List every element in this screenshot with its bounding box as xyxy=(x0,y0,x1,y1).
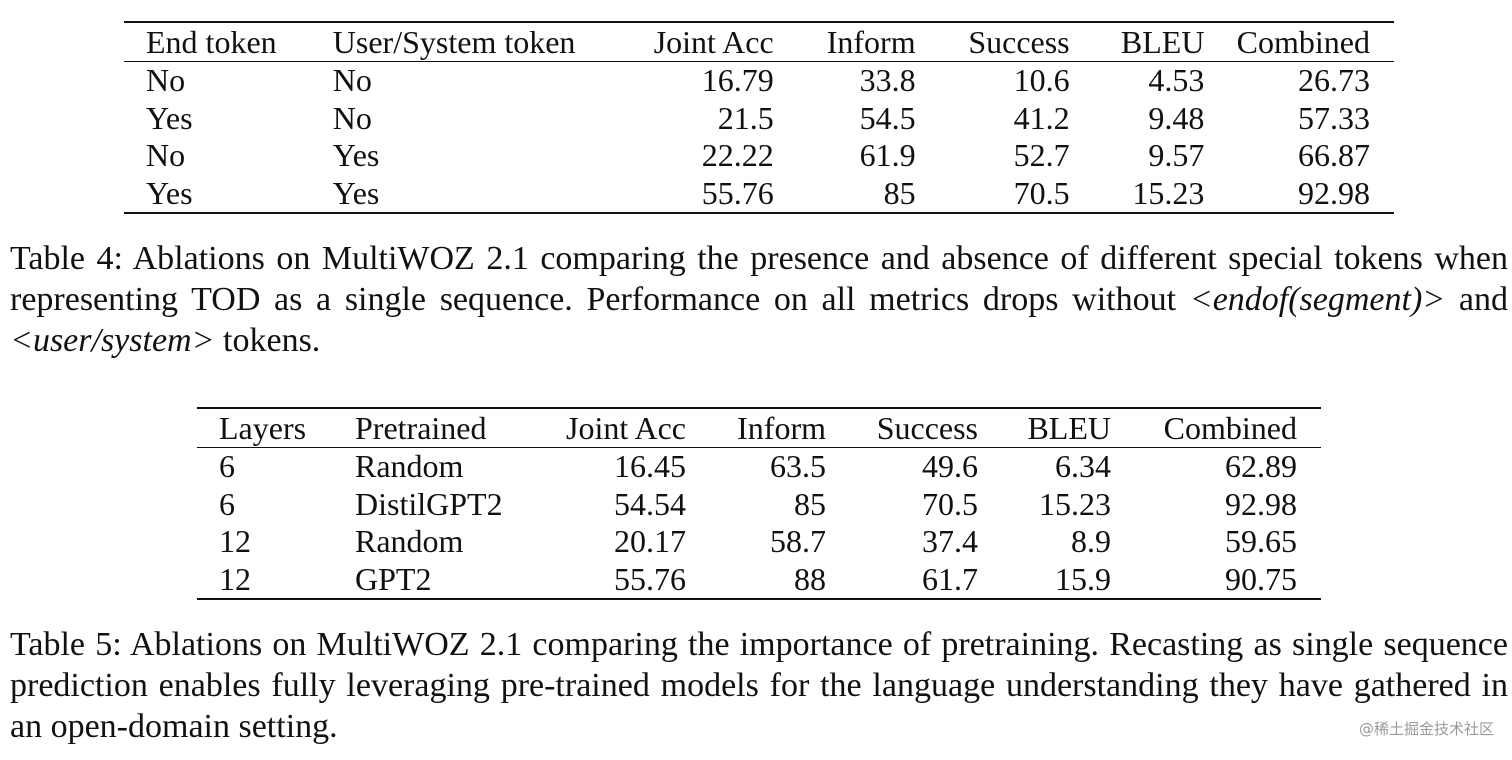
header-inform: Inform xyxy=(737,409,826,446)
user-system-token-name: <user/system> xyxy=(10,322,215,359)
header-pretrained: Pretrained xyxy=(355,409,487,446)
header-inform: Inform xyxy=(826,23,916,60)
cell-success: 49.6 xyxy=(922,448,978,485)
watermark: @稀土掘金技术社区 xyxy=(1358,720,1494,738)
table-5: Layers Pretrained Joint Acc Inform Succe… xyxy=(197,407,1321,600)
cell-inform: 54.5 xyxy=(859,99,916,136)
table-row: 6 Random 16.45 63.5 49.6 6.34 62.89 xyxy=(197,447,1321,485)
cell-success: 37.4 xyxy=(922,523,978,560)
header-success: Success xyxy=(968,23,1070,60)
table-5-caption: Table 5: Ablations on MultiWOZ 2.1 compa… xyxy=(10,626,1508,745)
cell-joint-acc: 16.45 xyxy=(614,448,686,485)
cell-combined: 66.87 xyxy=(1298,137,1370,174)
cell-layers: 12 xyxy=(219,523,251,560)
header-layers: Layers xyxy=(219,409,307,446)
table-row: Yes Yes 55.76 85 70.5 15.23 92.98 xyxy=(124,174,1394,213)
table-row: 12 GPT2 55.76 88 61.7 15.9 90.75 xyxy=(197,560,1321,599)
table-row: Yes No 21.5 54.5 41.2 9.48 57.33 xyxy=(124,99,1394,137)
caption-text: and xyxy=(1445,281,1509,318)
header-combined: Combined xyxy=(1163,409,1297,446)
cell-bleu: 9.48 xyxy=(1148,99,1205,136)
cell-combined: 92.98 xyxy=(1225,485,1297,522)
cell-pretrained: Random xyxy=(355,448,464,485)
cell-layers: 12 xyxy=(219,560,251,597)
cell-combined: 62.89 xyxy=(1225,448,1297,485)
cell-bleu: 4.53 xyxy=(1148,62,1205,99)
cell-inform: 88 xyxy=(794,560,826,597)
cell-combined: 59.65 xyxy=(1225,523,1297,560)
cell-combined: 90.75 xyxy=(1225,560,1297,597)
cell-bleu: 15.23 xyxy=(1132,174,1205,211)
cell-bleu: 15.23 xyxy=(1039,485,1111,522)
cell-user-system-token: Yes xyxy=(332,174,380,211)
cell-combined: 26.73 xyxy=(1298,62,1370,99)
header-success: Success xyxy=(876,409,978,446)
cell-success: 70.5 xyxy=(922,485,978,522)
cell-layers: 6 xyxy=(219,448,235,485)
cell-user-system-token: No xyxy=(332,62,372,99)
cell-end-token: No xyxy=(146,62,186,99)
cell-success: 41.2 xyxy=(1013,99,1070,136)
cell-user-system-token: Yes xyxy=(332,137,380,174)
header-bleu: BLEU xyxy=(1027,409,1111,446)
table-row: 12 Random 20.17 58.7 37.4 8.9 59.65 xyxy=(197,523,1321,561)
table-row: No Yes 22.22 61.9 52.7 9.57 66.87 xyxy=(124,137,1394,175)
header-joint-acc: Joint Acc xyxy=(653,23,774,60)
table-4-caption: Table 4: Ablations on MultiWOZ 2.1 compa… xyxy=(10,238,1508,361)
cell-combined: 92.98 xyxy=(1298,174,1370,211)
header-user-system-token: User/System token xyxy=(332,23,576,60)
cell-pretrained: DistilGPT2 xyxy=(355,485,503,522)
table-header-row: Layers Pretrained Joint Acc Inform Succe… xyxy=(197,408,1321,447)
cell-joint-acc: 55.76 xyxy=(614,560,686,597)
table-4: End token User/System token Joint Acc In… xyxy=(124,21,1394,214)
header-joint-acc: Joint Acc xyxy=(566,409,686,446)
cell-success: 61.7 xyxy=(922,560,978,597)
header-bleu: BLEU xyxy=(1120,23,1205,60)
cell-success: 10.6 xyxy=(1013,62,1070,99)
cell-joint-acc: 55.76 xyxy=(701,174,774,211)
cell-joint-acc: 20.17 xyxy=(614,523,686,560)
cell-pretrained: GPT2 xyxy=(355,560,432,597)
cell-inform: 63.5 xyxy=(770,448,826,485)
cell-success: 70.5 xyxy=(1013,174,1070,211)
cell-joint-acc: 21.5 xyxy=(717,99,774,136)
cell-layers: 6 xyxy=(219,485,235,522)
cell-inform: 33.8 xyxy=(859,62,916,99)
cell-combined: 57.33 xyxy=(1298,99,1370,136)
cell-bleu: 8.9 xyxy=(1071,523,1111,560)
header-end-token: End token xyxy=(146,23,277,60)
cell-joint-acc: 22.22 xyxy=(701,137,774,174)
cell-bleu: 9.57 xyxy=(1148,137,1205,174)
cell-end-token: No xyxy=(146,137,186,174)
cell-bleu: 6.34 xyxy=(1055,448,1111,485)
end-token-name: <endof(segment)> xyxy=(1189,281,1446,318)
cell-inform: 58.7 xyxy=(770,523,826,560)
caption-text: Table 4: Ablations on MultiWOZ 2.1 compa… xyxy=(10,240,1508,318)
cell-inform: 61.9 xyxy=(859,137,916,174)
caption-text: tokens. xyxy=(214,322,321,359)
table-header-row: End token User/System token Joint Acc In… xyxy=(124,22,1394,61)
cell-end-token: Yes xyxy=(146,99,193,136)
cell-end-token: Yes xyxy=(146,174,193,211)
table-row: 6 DistilGPT2 54.54 85 70.5 15.23 92.98 xyxy=(197,485,1321,523)
cell-user-system-token: No xyxy=(332,99,372,136)
cell-success: 52.7 xyxy=(1013,137,1070,174)
cell-joint-acc: 54.54 xyxy=(614,485,686,522)
cell-inform: 85 xyxy=(794,485,826,522)
cell-bleu: 15.9 xyxy=(1055,560,1111,597)
cell-inform: 85 xyxy=(883,174,916,211)
table-row: No No 16.79 33.8 10.6 4.53 26.73 xyxy=(124,61,1394,99)
cell-pretrained: Random xyxy=(355,523,464,560)
header-combined: Combined xyxy=(1236,23,1370,60)
cell-joint-acc: 16.79 xyxy=(701,62,774,99)
